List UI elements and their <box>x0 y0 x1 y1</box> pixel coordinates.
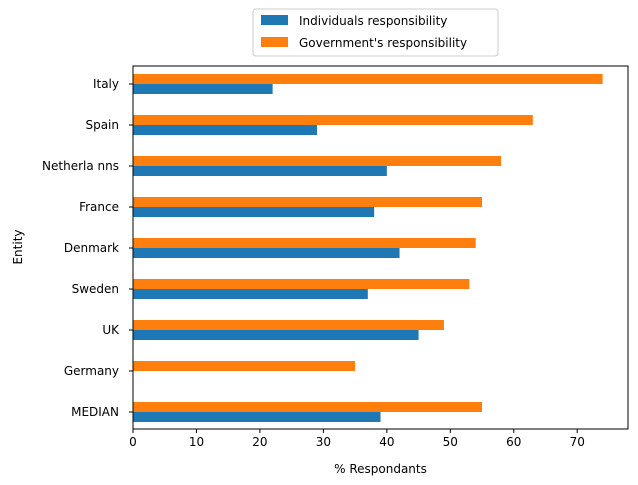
legend-swatch-individuals <box>261 15 288 25</box>
legend-frame <box>252 8 499 57</box>
bars-group <box>133 74 603 422</box>
bar-government <box>133 74 603 84</box>
bar-government <box>133 197 483 207</box>
y-tick-label: Germany <box>64 364 119 378</box>
bar-government <box>133 238 476 248</box>
x-tick-label: 50 <box>443 435 458 449</box>
bar-government <box>133 279 470 289</box>
y-tick-label: Netherla nns <box>42 159 119 173</box>
x-tick-label: 70 <box>570 435 585 449</box>
bar-individuals <box>133 207 375 217</box>
y-tick-label: Sweden <box>72 282 119 296</box>
x-axis-label: % Respondants <box>334 462 427 476</box>
y-tick-label: France <box>79 200 119 214</box>
plot-frame <box>132 65 629 430</box>
bar-individuals <box>133 330 419 340</box>
bar-individuals <box>133 166 387 176</box>
bar-individuals <box>133 125 318 135</box>
bar-individuals <box>133 248 400 258</box>
x-tick-label: 60 <box>506 435 521 449</box>
y-tick-label: Italy <box>93 77 119 91</box>
bar-government <box>133 156 502 166</box>
legend: Individuals responsibility Government's … <box>252 8 499 57</box>
legend-swatch-government <box>261 37 288 47</box>
bar-government <box>133 320 444 330</box>
bar-government <box>133 361 356 371</box>
y-axis-ticks: Italy Spain Netherla nns France Denmark Swede… <box>42 77 133 419</box>
y-axis-label: Entity <box>11 229 25 264</box>
legend-label-individuals: Individuals responsibility <box>299 14 447 28</box>
x-tick-label: 30 <box>316 435 331 449</box>
x-tick-label: 10 <box>189 435 204 449</box>
x-tick-label: 0 <box>129 435 137 449</box>
legend-label-government: Government's responsibility <box>299 36 467 50</box>
y-tick-label: MEDIAN <box>71 405 119 419</box>
x-axis-ticks: 0 10 20 30 40 50 60 70 <box>129 429 585 449</box>
y-tick-label: Denmark <box>64 241 119 255</box>
bar-government <box>133 402 483 412</box>
y-tick-label: UK <box>102 323 120 337</box>
y-tick-label: Spain <box>85 118 119 132</box>
bar-individuals <box>133 84 273 94</box>
x-tick-label: 40 <box>379 435 394 449</box>
x-tick-label: 20 <box>252 435 267 449</box>
bar-individuals <box>133 289 368 299</box>
bar-government <box>133 115 533 125</box>
bar-individuals <box>133 412 381 422</box>
